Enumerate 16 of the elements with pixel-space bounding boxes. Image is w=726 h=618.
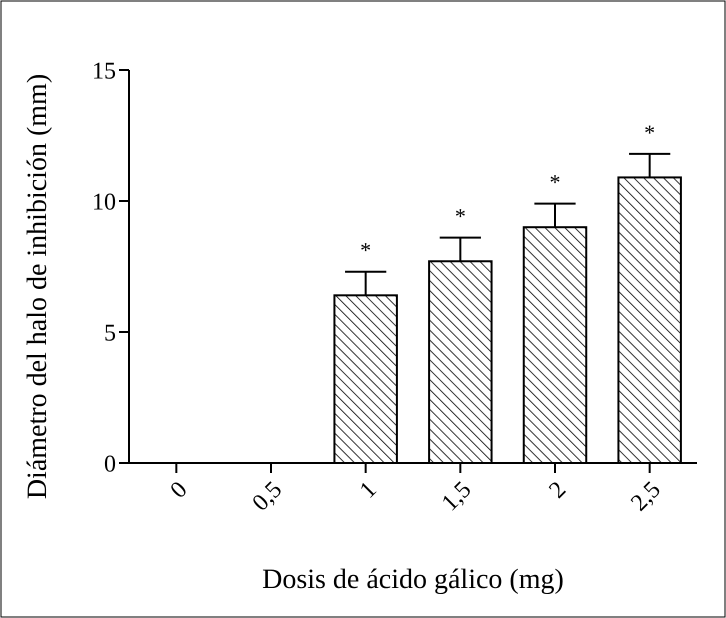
x-tick-label: 0	[166, 476, 193, 504]
y-tick-label: 0	[104, 451, 116, 478]
x-tick-label: 2	[544, 476, 572, 504]
x-tick-label: 2,5	[626, 476, 666, 516]
y-tick-label: 10	[92, 189, 116, 216]
y-tick-label: 5	[104, 320, 116, 346]
x-tick-label: 1,5	[436, 476, 477, 516]
x-axis-title: Dosis de ácido gálico (mg)	[262, 564, 564, 595]
y-tick-label: 15	[92, 58, 116, 84]
y-axis-title: Diámetro del halo de inhibición (mm)	[22, 74, 53, 500]
annotation: *	[644, 120, 656, 145]
annotation: *	[550, 170, 560, 195]
x-tick-label: 0,5	[248, 476, 288, 516]
annotation: *	[454, 204, 466, 229]
x-tick-label: 1	[354, 476, 382, 504]
annotation: *	[360, 238, 372, 263]
